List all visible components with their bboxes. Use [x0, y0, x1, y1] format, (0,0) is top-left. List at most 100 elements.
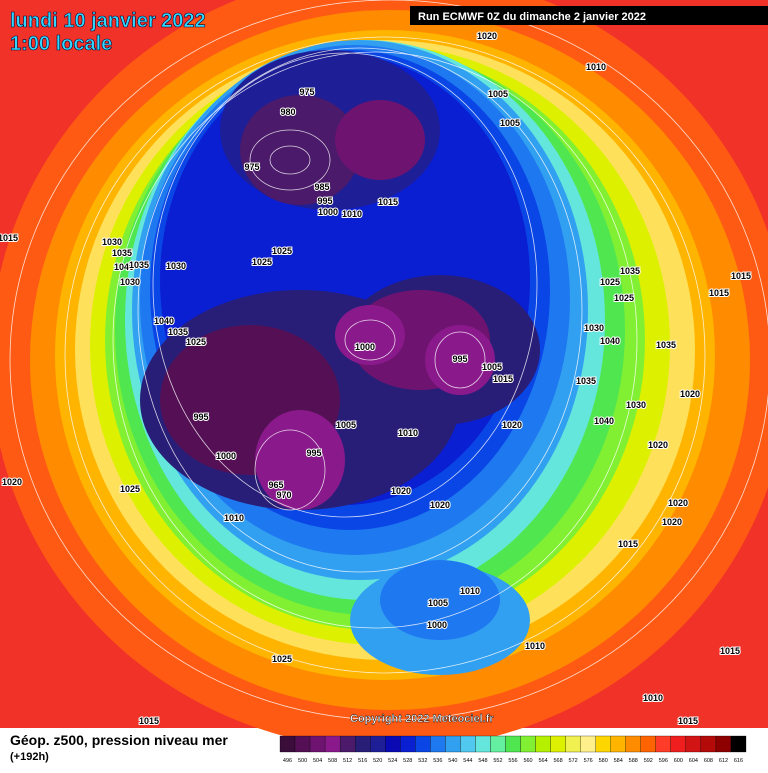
time: 1:00 locale [10, 33, 112, 55]
isobar-label: 995 [452, 354, 467, 364]
footer-lead: (+192h) [10, 751, 49, 763]
isobar-label: 1025 [272, 246, 292, 256]
legend-label: 588 [629, 758, 638, 764]
isobar-label: 1010 [224, 513, 244, 523]
isobar-label: 1015 [378, 197, 398, 207]
legend-label: 596 [659, 758, 668, 764]
isobar-label: 995 [193, 412, 208, 422]
isobar-label: 965 [268, 480, 283, 490]
legend-label: 584 [614, 758, 623, 764]
isobar-label: 1025 [252, 257, 272, 267]
isobar-label: 1015 [731, 271, 751, 281]
legend-swatch [385, 735, 401, 753]
run: Run ECMWF 0Z du dimanche 2 janvier 2022 [418, 11, 646, 23]
legend: 496 500 504 508 512 516 520 524 528 532 536 540 544 5… [279, 735, 747, 764]
legend-swatch [445, 735, 461, 753]
legend-swatch [400, 735, 416, 753]
legend-swatch [520, 735, 536, 753]
legend-label: 536 [433, 758, 442, 764]
legend-swatch [625, 735, 641, 753]
legend-swatch [580, 735, 596, 753]
legend-swatch [655, 735, 671, 753]
isobar-label: 1005 [500, 118, 520, 128]
isobar-label: 1020 [2, 477, 22, 487]
isobar-label: 1040 [600, 336, 620, 346]
isobar-label: 980 [280, 107, 295, 117]
isobar-label: 1015 [709, 288, 729, 298]
isobar-label: 1025 [600, 277, 620, 287]
legend-swatch [279, 735, 296, 753]
legend-label: 552 [493, 758, 502, 764]
legend-swatch [339, 735, 356, 753]
legend-label: 560 [523, 758, 532, 764]
isobar-label: 1035 [129, 260, 149, 270]
isobar-label: 1030 [584, 323, 604, 333]
legend-swatch [505, 735, 521, 753]
date: lundi 10 janvier 2022 [10, 10, 206, 32]
isobar-label: 1035 [168, 327, 188, 337]
run-box [410, 6, 768, 25]
isobar-label: 995 [317, 196, 332, 206]
legend-label: 516 [358, 758, 367, 764]
isobar-label: 1005 [336, 420, 356, 430]
legend-swatch [640, 735, 656, 753]
isobar-label: 1020 [477, 31, 497, 41]
legend-swatch [490, 735, 506, 753]
legend-swatch [355, 735, 371, 753]
isobar-label: 1010 [460, 586, 480, 596]
isobar-label: 1015 [618, 539, 638, 549]
legend-swatch [700, 735, 717, 753]
legend-label: 568 [554, 758, 563, 764]
legend-label: 520 [373, 758, 382, 764]
legend-label: 532 [418, 758, 427, 764]
legend-swatch [309, 735, 326, 753]
isobar-label: 1000 [216, 451, 236, 461]
isobar-label: 1030 [166, 261, 186, 271]
legend-swatch [565, 735, 581, 753]
legend-swatch [475, 735, 491, 753]
isobar-label: 985 [314, 182, 329, 192]
legend-label: 508 [328, 758, 337, 764]
field [0, 0, 768, 750]
isobar-label: 1010 [586, 62, 606, 72]
isobar-label: 975 [244, 162, 259, 172]
isobar-label: 1020 [648, 440, 668, 450]
isobar-label: 1015 [720, 646, 740, 656]
legend-swatch [670, 735, 687, 753]
legend-label: 540 [448, 758, 457, 764]
isobar-label: 1035 [112, 248, 132, 258]
isobar-label: 1025 [186, 337, 206, 347]
legend-label: 604 [689, 758, 698, 764]
isobar-label: 970 [276, 490, 291, 500]
legend-label: 608 [704, 758, 713, 764]
isobar-label: 1000 [355, 342, 375, 352]
legend-swatch [715, 735, 732, 753]
legend-swatch [415, 735, 431, 753]
isobar-label: 1030 [626, 400, 646, 410]
copyright: Copyright 2022 Meteociel.fr [350, 713, 494, 725]
isobar-label: 1010 [643, 693, 663, 703]
isobar-label: 1040 [114, 262, 134, 272]
legend-swatch [430, 735, 446, 753]
legend-label: 512 [343, 758, 352, 764]
isobar-label: 1015 [678, 716, 698, 726]
isobar-label: 1030 [102, 237, 122, 247]
legend-label: 528 [403, 758, 412, 764]
isobar-label: 1020 [680, 389, 700, 399]
legend-swatch [730, 735, 747, 753]
isobar-label: 1010 [342, 209, 362, 219]
isobar-label: 1005 [482, 362, 502, 372]
legend-swatch [460, 735, 476, 753]
legend-label: 500 [298, 758, 307, 764]
isobar-label: 1035 [656, 340, 676, 350]
legend-label: 576 [584, 758, 593, 764]
isobar-label: 1005 [428, 598, 448, 608]
isobar-label: 1015 [0, 233, 18, 243]
isobar-label: 1025 [272, 654, 292, 664]
isobars [9, 0, 768, 721]
legend-label: 564 [538, 758, 547, 764]
legend-label: 556 [508, 758, 517, 764]
